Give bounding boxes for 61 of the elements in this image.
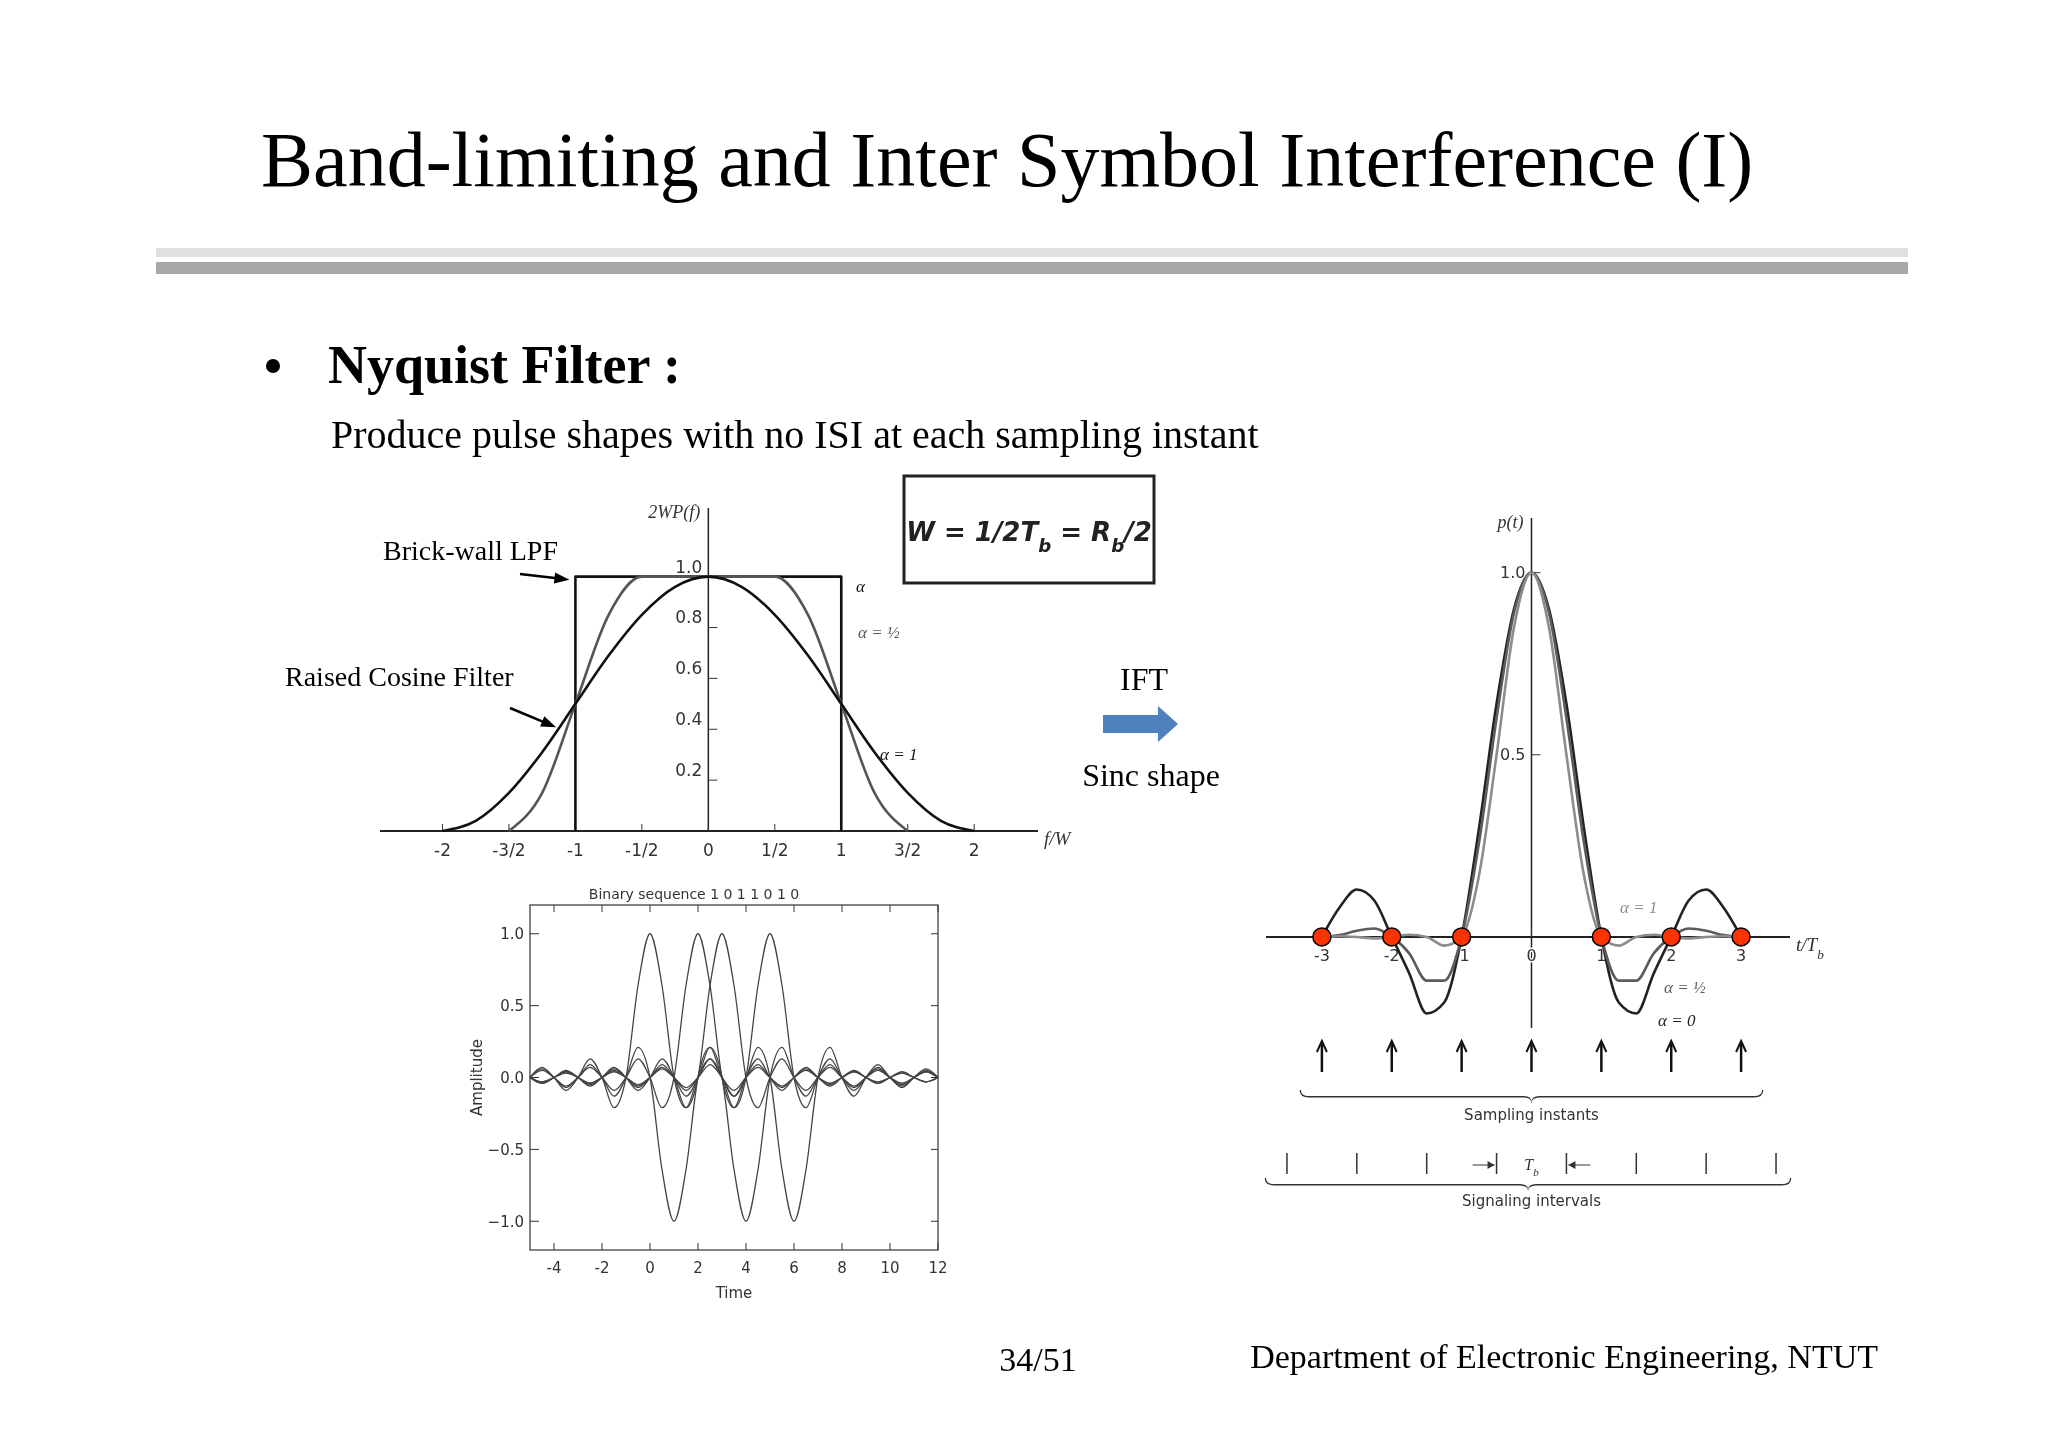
- x-tick-label: -3: [1313, 945, 1330, 965]
- y-axis-title: Amplitude: [468, 1039, 486, 1116]
- y-tick-label: 0.2: [675, 760, 703, 781]
- x-tick-label: 1: [835, 840, 847, 860]
- y-tick-label: −1.0: [487, 1212, 524, 1231]
- y-tick-label: 0.5: [500, 996, 524, 1015]
- x-tick-label: 12: [928, 1259, 948, 1277]
- x-tick-label: 8: [837, 1259, 847, 1277]
- text: T$_{b}$: [1524, 1156, 1540, 1178]
- x-tick-label: 1/2: [761, 840, 789, 860]
- series-label: α = 0: [1658, 1011, 1696, 1030]
- x-axis-title: t/T$_{b}$: [1796, 933, 1825, 962]
- text: IFT: [1120, 661, 1169, 697]
- text: Department of Electronic Engineering, NTUT: [1250, 1338, 1879, 1375]
- y-tick-label: 0.4: [675, 709, 703, 730]
- y-tick-label: −0.5: [487, 1140, 524, 1159]
- x-axis-title: f/W: [1044, 828, 1073, 849]
- series-label: α: [856, 577, 866, 596]
- x-tick-label: 1: [1596, 945, 1607, 965]
- x-tick-label: 6: [789, 1259, 799, 1277]
- x-tick-label: -2: [594, 1259, 610, 1277]
- annotation: Brick-wall LPF: [383, 535, 558, 566]
- y-tick-label: 0.6: [675, 658, 703, 679]
- x-tick-label: 4: [741, 1259, 751, 1277]
- chart-subtitle: Nyquist Filter :: [328, 335, 681, 395]
- y-tick-label: 0.5: [1500, 745, 1526, 765]
- x-tick-label: 3: [1736, 945, 1747, 965]
- x-tick-label: -4: [546, 1259, 562, 1277]
- text: 34/51: [999, 1341, 1077, 1378]
- annotation: W = 1/2T$_{b}$ = R$_{b}$/2: [906, 517, 1152, 556]
- x-axis-title: Time: [714, 1284, 753, 1302]
- x-tick-label: -3/2: [492, 840, 526, 860]
- x-tick-label: -2: [434, 840, 451, 860]
- text: Sampling instants: [1464, 1106, 1600, 1124]
- y-tick-label: 0.0: [500, 1068, 524, 1087]
- x-tick-label: -2: [1383, 945, 1400, 965]
- y-tick-label: 1.0: [675, 556, 703, 577]
- text: α = ½: [858, 623, 900, 642]
- text: Sinc shape: [1082, 757, 1220, 793]
- y-tick-label: 1.0: [500, 925, 524, 943]
- series-label: α = 1: [880, 745, 918, 764]
- y-tick-label: 1.0: [1500, 563, 1526, 583]
- y-axis-title: 2WP(f): [648, 502, 701, 523]
- x-tick-label: 10: [880, 1259, 900, 1277]
- y-axis-title: p(t): [1495, 512, 1524, 533]
- x-tick-label: 3/2: [894, 840, 922, 860]
- series-label: α = 1: [1620, 898, 1658, 917]
- x-tick-label: 2: [1666, 945, 1677, 965]
- x-tick-label: -1: [566, 840, 584, 860]
- x-tick-label: 2: [693, 1259, 703, 1277]
- y-tick-label: 0.8: [675, 607, 703, 628]
- x-tick-label: 0: [702, 840, 714, 860]
- chart-title: Binary sequence 1 0 1 1 0 1 0: [588, 886, 800, 902]
- text: Signaling intervals: [1461, 1192, 1602, 1210]
- x-tick-label: 2: [968, 840, 980, 860]
- series-label: α = ½: [1664, 978, 1706, 997]
- x-tick-label: -1/2: [625, 840, 659, 860]
- annotation: Raised Cosine Filter: [285, 661, 515, 692]
- text: Produce pulse shapes with no ISI at each sampling instant: [331, 412, 1259, 457]
- x-tick-label: 0: [645, 1259, 655, 1277]
- chart-title: Band-limiting and Inter Symbol Interference (I): [261, 116, 1754, 203]
